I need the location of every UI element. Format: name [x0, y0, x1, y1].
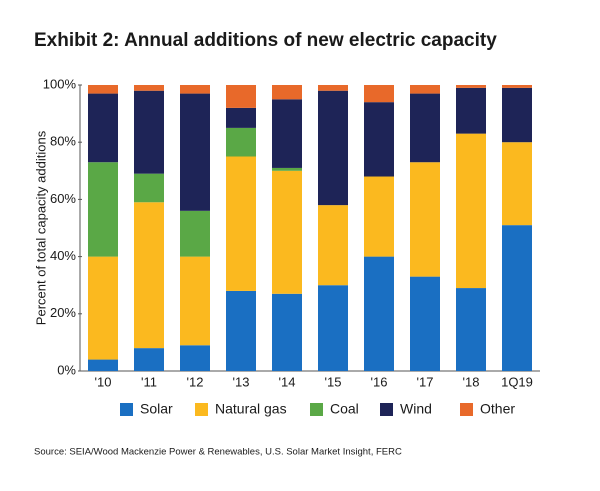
- legend-label: Coal: [330, 401, 359, 417]
- bar-segment: [410, 276, 440, 371]
- bar-segment: [226, 85, 256, 108]
- bar-segment: [410, 93, 440, 163]
- legend-label: Solar: [140, 401, 173, 417]
- x-tick-label: '18: [463, 374, 480, 389]
- x-tick-label: '17: [417, 374, 434, 389]
- bar-segment: [456, 85, 486, 88]
- bar-segment: [410, 85, 440, 94]
- bar-segment: [318, 90, 348, 206]
- bar-segment: [318, 285, 348, 371]
- legend-label: Wind: [400, 401, 432, 417]
- legend-label: Other: [480, 401, 515, 417]
- y-axis-label: Percent of total capacity additions: [33, 130, 48, 325]
- y-tick-label: 20%: [50, 305, 76, 320]
- y-tick-label: 0%: [57, 362, 76, 377]
- bar-segment: [134, 173, 164, 203]
- legend-swatch: [195, 403, 208, 416]
- bar-segment: [364, 85, 394, 103]
- bar-segment: [134, 202, 164, 349]
- bar-segment: [226, 127, 256, 157]
- x-tick-label: '11: [141, 374, 157, 389]
- bar-segment: [88, 256, 118, 360]
- y-tick-label: 100%: [43, 76, 77, 91]
- bar-segment: [226, 156, 256, 291]
- bar-segment: [456, 288, 486, 371]
- bar-segment: [364, 102, 394, 177]
- bar-segment: [180, 210, 210, 257]
- legend-swatch: [460, 403, 473, 416]
- bar-segment: [134, 85, 164, 91]
- y-tick-label: 80%: [50, 134, 76, 149]
- bar-segment: [180, 85, 210, 94]
- bar-segment: [272, 99, 302, 168]
- x-tick-label: 1Q19: [501, 374, 533, 389]
- legend-swatch: [310, 403, 323, 416]
- bar-segment: [364, 256, 394, 371]
- bar-segment: [502, 225, 532, 371]
- y-tick-label: 40%: [50, 248, 76, 263]
- bar-segment: [272, 167, 302, 171]
- bar-segment: [180, 93, 210, 211]
- bar-segment: [502, 142, 532, 226]
- x-tick-label: '12: [187, 374, 204, 389]
- bar-segment: [180, 256, 210, 346]
- bar-segment: [456, 87, 486, 134]
- bar-segment: [134, 90, 164, 174]
- bar-segment: [364, 176, 394, 257]
- y-tick-label: 60%: [50, 191, 76, 206]
- bar-segment: [88, 162, 118, 257]
- legend-label: Natural gas: [215, 401, 287, 417]
- bar-segment: [88, 93, 118, 163]
- bar-segment: [180, 345, 210, 371]
- x-tick-label: '10: [95, 374, 112, 389]
- bar-segment: [410, 162, 440, 277]
- bar-segment: [134, 348, 164, 371]
- x-tick-label: '13: [233, 374, 250, 389]
- bar-segment: [226, 107, 256, 128]
- bar-segment: [318, 205, 348, 286]
- bar-segment: [456, 133, 486, 289]
- x-tick-label: '14: [279, 374, 296, 389]
- bar-segment: [88, 85, 118, 94]
- bar-segment: [88, 359, 118, 371]
- source: Source: SEIA/Wood Mackenzie Power & Rene…: [34, 447, 402, 458]
- x-tick-label: '15: [325, 374, 342, 389]
- bar-segment: [272, 293, 302, 371]
- bar-segment: [272, 85, 302, 100]
- legend-swatch: [120, 403, 133, 416]
- legend-swatch: [380, 403, 393, 416]
- bar-segment: [318, 85, 348, 91]
- x-tick-label: '16: [371, 374, 388, 389]
- bar-segment: [226, 290, 256, 371]
- bar-segment: [502, 85, 532, 88]
- chart-title: Exhibit 2: Annual additions of new elect…: [34, 30, 497, 51]
- bar-segment: [272, 170, 302, 294]
- bar-segment: [502, 87, 532, 143]
